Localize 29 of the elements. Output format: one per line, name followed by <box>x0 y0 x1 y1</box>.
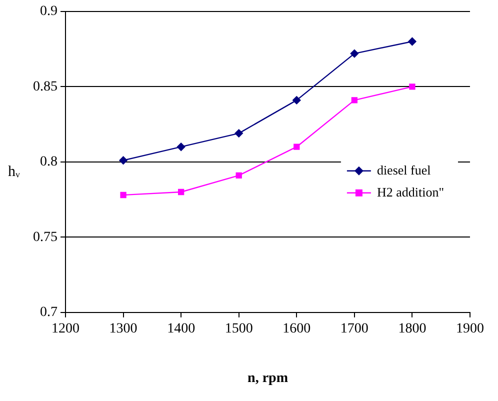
point <box>294 144 300 150</box>
point <box>351 97 358 104</box>
point <box>292 96 301 104</box>
x-tick-label: 1800 <box>398 321 426 336</box>
legend-label: diesel fuel <box>376 162 432 178</box>
x-tick-label: 1300 <box>109 321 138 336</box>
point <box>409 84 416 90</box>
y-tick-label: 0.9 <box>40 4 58 20</box>
point <box>350 49 359 58</box>
point <box>234 129 243 138</box>
point <box>176 142 186 151</box>
point <box>119 156 128 164</box>
x-tick-label: 1600 <box>282 321 311 336</box>
y-tick-label: 0.75 <box>33 230 58 245</box>
point <box>408 37 416 46</box>
y-tick-label: 0.85 <box>33 79 58 94</box>
x-tick-label: 1200 <box>52 321 80 336</box>
x-tick-label: 1700 <box>340 321 368 336</box>
y-tick-label: 0.8 <box>40 154 58 170</box>
point <box>178 188 184 196</box>
x-axis-title: n, rpm <box>248 371 288 386</box>
point <box>120 192 126 198</box>
y-axis-title: hᵥ <box>8 164 20 180</box>
x-tick-label: 1500 <box>224 321 253 336</box>
point <box>236 172 242 179</box>
y-tick-label: 0.7 <box>40 305 58 320</box>
x-tick-label: 1400 <box>167 321 196 336</box>
legend-label: H2 addition" <box>376 184 444 200</box>
x-tick-label: 1900 <box>456 321 484 336</box>
